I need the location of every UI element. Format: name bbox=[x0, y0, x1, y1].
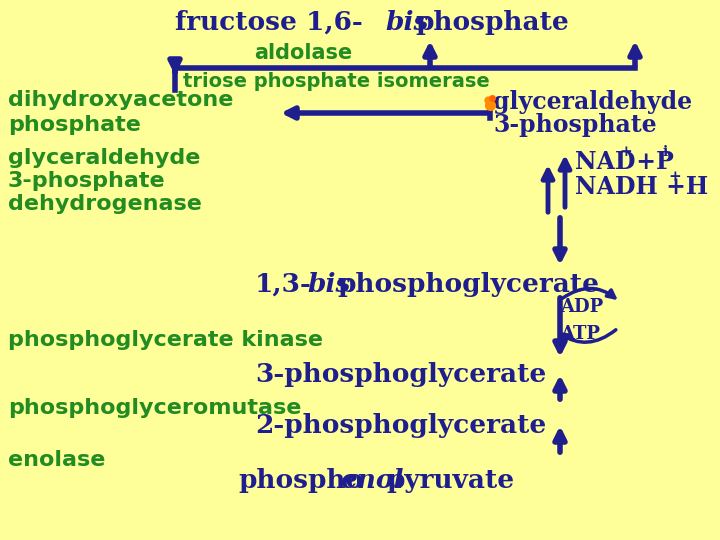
Text: triose phosphate isomerase: triose phosphate isomerase bbox=[183, 72, 490, 91]
Text: pyruvate: pyruvate bbox=[386, 468, 514, 493]
Text: glyceraldehyde: glyceraldehyde bbox=[8, 148, 200, 168]
Text: glyceraldehyde: glyceraldehyde bbox=[493, 90, 692, 114]
Text: dehydrogenase: dehydrogenase bbox=[8, 194, 202, 214]
Text: +: + bbox=[668, 170, 680, 184]
Text: +P: +P bbox=[628, 150, 674, 174]
Text: i: i bbox=[663, 145, 668, 159]
Text: dihydroxyacetone: dihydroxyacetone bbox=[8, 90, 233, 110]
Text: 3-phosphate: 3-phosphate bbox=[493, 113, 657, 137]
Text: phosphate: phosphate bbox=[8, 115, 141, 135]
Text: fructose 1,6-: fructose 1,6- bbox=[175, 10, 363, 35]
Text: NAD: NAD bbox=[575, 150, 636, 174]
Text: NADH +H: NADH +H bbox=[575, 175, 708, 199]
Text: phosphoglyceromutase: phosphoglyceromutase bbox=[8, 398, 302, 418]
Text: enol: enol bbox=[340, 468, 403, 493]
Text: phosphate: phosphate bbox=[415, 10, 569, 35]
Text: +: + bbox=[619, 145, 631, 159]
Text: enolase: enolase bbox=[8, 450, 105, 470]
Text: 2-phosphoglycerate: 2-phosphoglycerate bbox=[255, 413, 546, 438]
Text: 1,3-: 1,3- bbox=[255, 272, 312, 297]
Text: 3-phosphoglycerate: 3-phosphoglycerate bbox=[255, 362, 546, 387]
Text: ADP: ADP bbox=[560, 298, 603, 316]
Text: phospho: phospho bbox=[238, 468, 363, 493]
Text: aldolase: aldolase bbox=[254, 43, 352, 63]
Text: phosphoglycerate: phosphoglycerate bbox=[337, 272, 599, 297]
Text: ATP: ATP bbox=[560, 325, 600, 343]
Text: 3-phosphate: 3-phosphate bbox=[8, 171, 166, 191]
Text: bis: bis bbox=[385, 10, 428, 35]
Text: bis: bis bbox=[307, 272, 351, 297]
Text: phosphoglycerate kinase: phosphoglycerate kinase bbox=[8, 330, 323, 350]
